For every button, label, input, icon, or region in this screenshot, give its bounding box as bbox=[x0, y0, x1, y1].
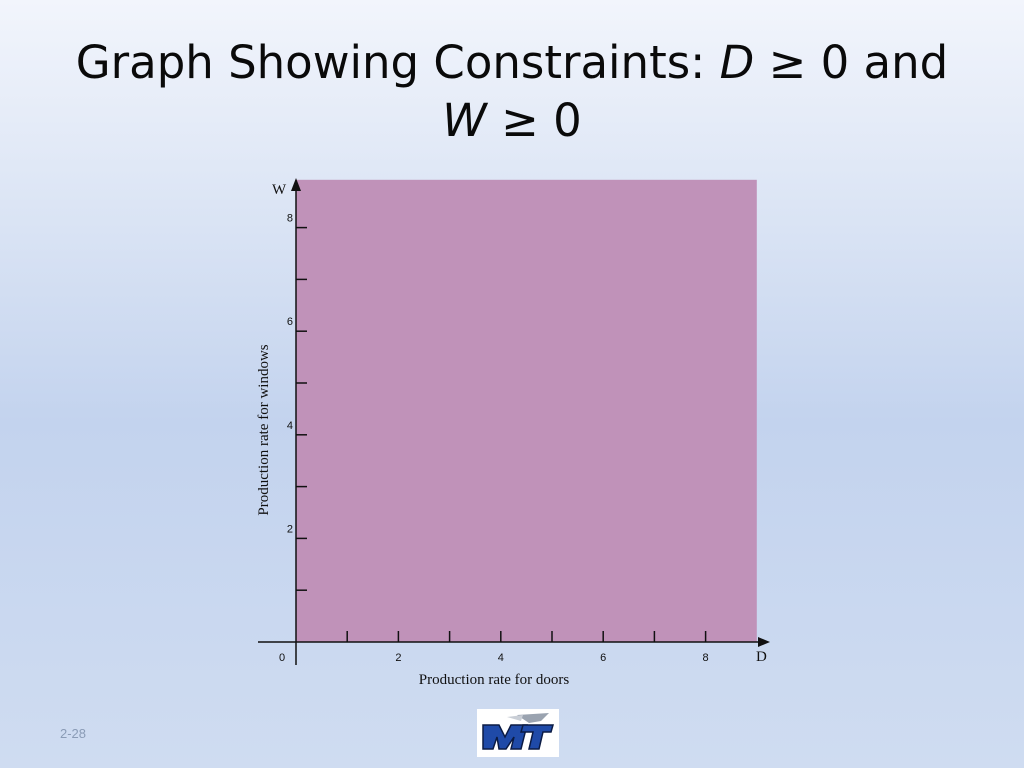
y-ticks bbox=[296, 226, 307, 591]
y-axis-title: Production rate for windows bbox=[256, 344, 272, 515]
title-operator-2: ≥ 0 bbox=[486, 94, 582, 147]
y-tick-label: 6 bbox=[287, 316, 293, 328]
title-variable-d: D bbox=[719, 36, 755, 89]
origin-label: 0 bbox=[279, 652, 285, 664]
y-axis-arrow bbox=[291, 178, 301, 191]
x-axis-title: Production rate for doors bbox=[419, 672, 570, 688]
x-tick-label: 4 bbox=[498, 652, 504, 664]
y-tick-labels: 2 4 6 8 bbox=[287, 213, 293, 536]
x-axis-arrow bbox=[758, 637, 770, 647]
mt-logo-icon bbox=[482, 713, 554, 750]
slide-number: 2-28 bbox=[60, 726, 87, 741]
slide-title: Graph Showing Constraints: D ≥ 0 and W ≥ … bbox=[40, 34, 984, 150]
x-tick-label: 6 bbox=[600, 652, 606, 664]
mt-logo bbox=[477, 709, 559, 757]
y-axis-letter: W bbox=[272, 182, 287, 198]
feasible-region bbox=[296, 179, 757, 643]
x-tick-labels: 2 4 6 8 bbox=[395, 652, 708, 664]
y-tick-label: 4 bbox=[287, 420, 293, 432]
x-axis-letter: D bbox=[756, 649, 767, 665]
x-tick-label: 8 bbox=[703, 652, 709, 664]
x-ticks bbox=[346, 631, 707, 642]
y-tick-label: 2 bbox=[287, 523, 293, 535]
title-operator-1: ≥ 0 and bbox=[754, 36, 949, 89]
title-text: Graph Showing Constraints: bbox=[75, 36, 720, 89]
y-tick-label: 8 bbox=[287, 213, 293, 225]
title-variable-w: W bbox=[442, 94, 487, 147]
x-tick-label: 2 bbox=[395, 652, 401, 664]
